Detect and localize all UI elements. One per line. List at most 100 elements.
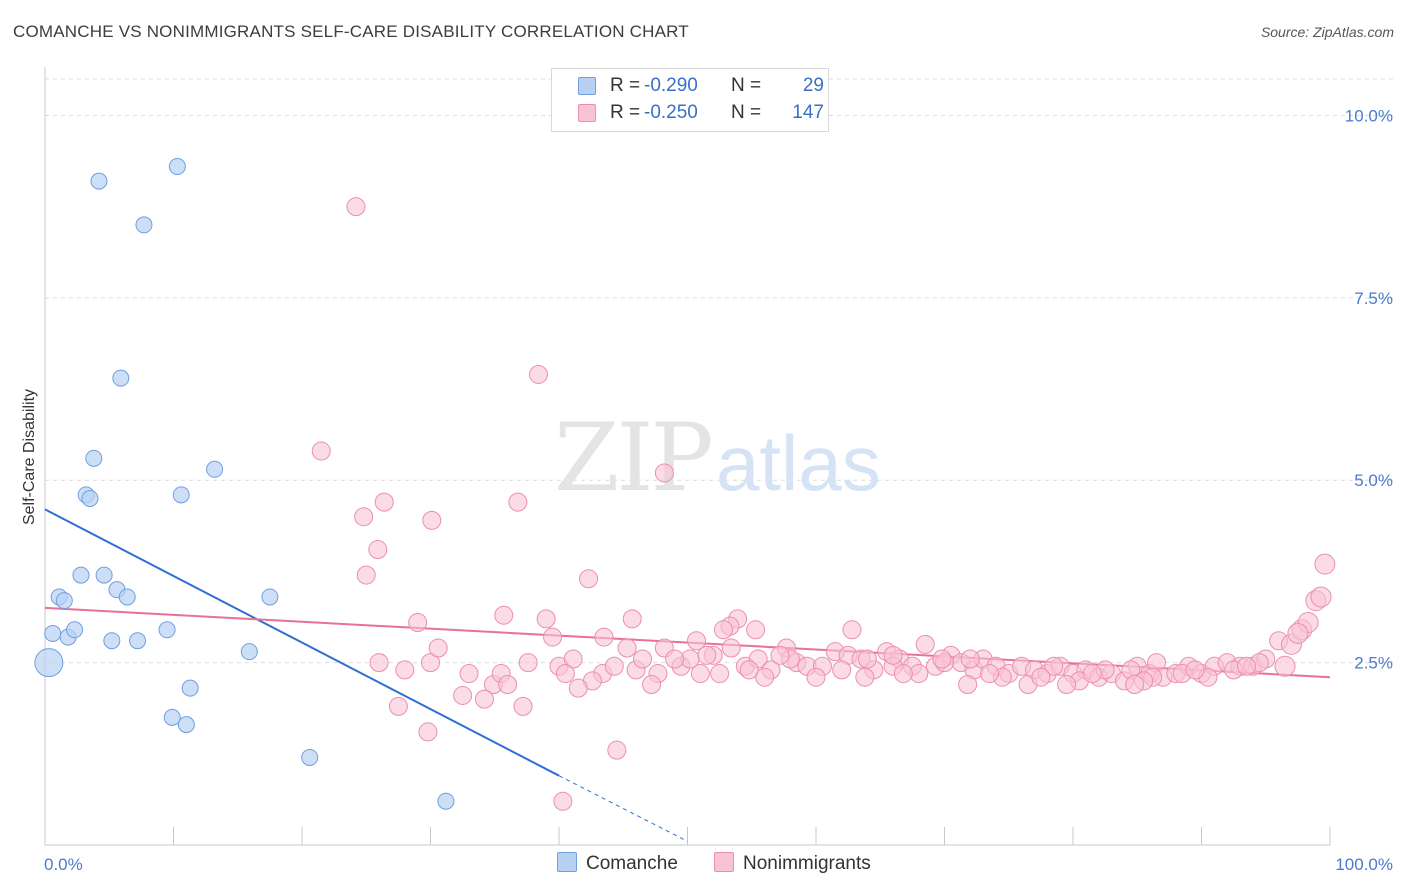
comanche-point-23 bbox=[181, 679, 199, 697]
comanche-point-15 bbox=[118, 588, 136, 606]
nonimmigrants-point-31 bbox=[518, 653, 538, 673]
nonimmigrants-point-94 bbox=[806, 667, 826, 687]
nonimmigrants-point-114 bbox=[932, 649, 952, 669]
comanche-point-26 bbox=[261, 588, 279, 606]
nonimmigrants-point-133 bbox=[642, 675, 662, 695]
comanche-point-0 bbox=[34, 648, 64, 678]
comanche-point-28 bbox=[437, 792, 455, 810]
nonimmigrants-point-123 bbox=[1057, 675, 1077, 695]
legend-swatch-nonimmigrants bbox=[578, 104, 596, 122]
comanche-point-22 bbox=[177, 716, 195, 734]
nonimmigrants-point-126 bbox=[770, 645, 790, 665]
comanche-point-14 bbox=[112, 369, 130, 387]
y-axis-label: Self-Care Disability bbox=[21, 389, 38, 525]
nonimmigrants-point-145 bbox=[553, 791, 573, 811]
nonimmigrants-point-17 bbox=[543, 627, 563, 647]
nonimmigrants-point-112 bbox=[1274, 655, 1296, 677]
nonimmigrants-point-14 bbox=[622, 609, 642, 629]
nonimmigrants-point-25 bbox=[421, 653, 440, 673]
nonimmigrants-point-103 bbox=[1044, 656, 1064, 676]
nonimmigrants-point-120 bbox=[1236, 656, 1256, 676]
series-label-comanche: Comanche bbox=[586, 853, 678, 874]
nonimmigrants-point-6 bbox=[354, 507, 374, 527]
nonimmigrants-point-138 bbox=[555, 664, 575, 684]
legend-n-value-nonimmigrants: 147 bbox=[792, 102, 824, 123]
nonimmigrants-point-142 bbox=[418, 722, 438, 742]
grid-lines bbox=[45, 78, 1393, 664]
nonimmigrants-point-100 bbox=[960, 649, 980, 669]
comanche-point-20 bbox=[168, 158, 186, 176]
nonimmigrants-point-4 bbox=[374, 492, 394, 512]
nonimmigrants-point-40 bbox=[690, 664, 710, 684]
nonimmigrants-point-115 bbox=[979, 664, 999, 684]
correlation-legend: R = -0.290 N = 29 R = -0.250 N = 147 bbox=[551, 68, 829, 132]
nonimmigrants-point-140 bbox=[474, 689, 494, 709]
nonimmigrants-point-144 bbox=[607, 740, 627, 760]
series-legend-comanche[interactable]: Comanche bbox=[557, 852, 678, 875]
nonimmigrants-point-146 bbox=[883, 645, 903, 665]
nonimmigrants-point-1 bbox=[528, 364, 548, 384]
comanche-point-11 bbox=[95, 566, 113, 584]
comanche-point-1 bbox=[44, 624, 62, 642]
legend-r-value-nonimmigrants: -0.250 bbox=[644, 102, 698, 123]
comanche-point-18 bbox=[158, 621, 176, 639]
nonimmigrants-point-92 bbox=[1314, 553, 1336, 575]
nonimmigrants-point-9 bbox=[356, 565, 376, 585]
y-tick-label-3: 10.0% bbox=[1345, 106, 1393, 125]
comanche-point-16 bbox=[129, 632, 147, 650]
comanche-point-12 bbox=[103, 632, 121, 650]
comanche-trend-extension bbox=[558, 775, 688, 842]
nonimmigrants-point-42 bbox=[721, 638, 741, 658]
nonimmigrants-point-134 bbox=[633, 649, 653, 669]
nonimmigrants-point-0 bbox=[346, 197, 366, 217]
nonimmigrants-point-137 bbox=[568, 678, 588, 698]
legend-n-label: N = bbox=[731, 102, 762, 123]
nonimmigrants-point-3 bbox=[654, 463, 674, 483]
nonimmigrants-point-26 bbox=[428, 638, 448, 658]
nonimmigrants-point-122 bbox=[958, 675, 978, 695]
y-tick-labels: 2.5% 5.0% 7.5% 10.0% bbox=[1345, 106, 1393, 672]
nonimmigrants-point-11 bbox=[494, 605, 514, 625]
nonimmigrants-point-143 bbox=[388, 696, 408, 716]
comanche-point-8 bbox=[81, 489, 99, 507]
chart-source: Source: ZipAtlas.com bbox=[1260, 24, 1394, 40]
nonimmigrants-point-119 bbox=[1185, 660, 1205, 680]
x-tick-label-100: 100.0% bbox=[1335, 855, 1393, 874]
nonimmigrants-point-127 bbox=[755, 667, 775, 687]
nonimmigrants-point-18 bbox=[594, 627, 614, 647]
legend-swatch-comanche bbox=[578, 77, 596, 95]
nonimmigrants-point-116 bbox=[1031, 667, 1051, 687]
nonimmigrants-point-130 bbox=[697, 645, 717, 665]
nonimmigrants-point-141 bbox=[453, 685, 473, 705]
nonimmigrants-point-135 bbox=[604, 656, 624, 676]
legend-r-label: R = bbox=[610, 75, 641, 96]
y-tick-label-2: 7.5% bbox=[1354, 289, 1393, 308]
nonimmigrants-point-33 bbox=[563, 649, 583, 669]
nonimmigrants-point-13 bbox=[536, 609, 556, 629]
comanche-trend-solid bbox=[44, 508, 560, 777]
nonimmigrants-point-95 bbox=[832, 660, 852, 680]
nonimmigrants-point-24 bbox=[395, 660, 415, 680]
watermark-atlas: atlas bbox=[716, 419, 881, 507]
nonimmigrants-point-91 bbox=[1310, 586, 1332, 608]
series-legend-nonimmigrants[interactable]: Nonimmigrants bbox=[714, 852, 871, 875]
nonimmigrants-point-19 bbox=[686, 631, 706, 651]
nonimmigrants-point-128 bbox=[739, 660, 759, 680]
comanche-point-24 bbox=[206, 460, 224, 478]
nonimmigrants-point-96 bbox=[857, 649, 877, 669]
x-tick-label-0: 0.0% bbox=[44, 855, 83, 874]
nonimmigrants-point-5 bbox=[508, 492, 528, 512]
nonimmigrants-point-27 bbox=[459, 664, 479, 684]
comanche-point-10 bbox=[90, 172, 108, 190]
legend-r-label: R = bbox=[610, 102, 641, 123]
comanche-points bbox=[34, 158, 455, 810]
nonimmigrants-point-125 bbox=[855, 667, 875, 687]
legend-n-value-comanche: 29 bbox=[802, 75, 824, 96]
nonimmigrants-point-121 bbox=[1287, 622, 1309, 644]
legend-r-value-comanche: -0.290 bbox=[644, 75, 698, 96]
comanche-trend-line bbox=[44, 508, 688, 842]
nonimmigrants-point-23 bbox=[369, 653, 389, 673]
comanche-point-27 bbox=[301, 748, 319, 766]
comanche-point-3 bbox=[55, 592, 73, 610]
